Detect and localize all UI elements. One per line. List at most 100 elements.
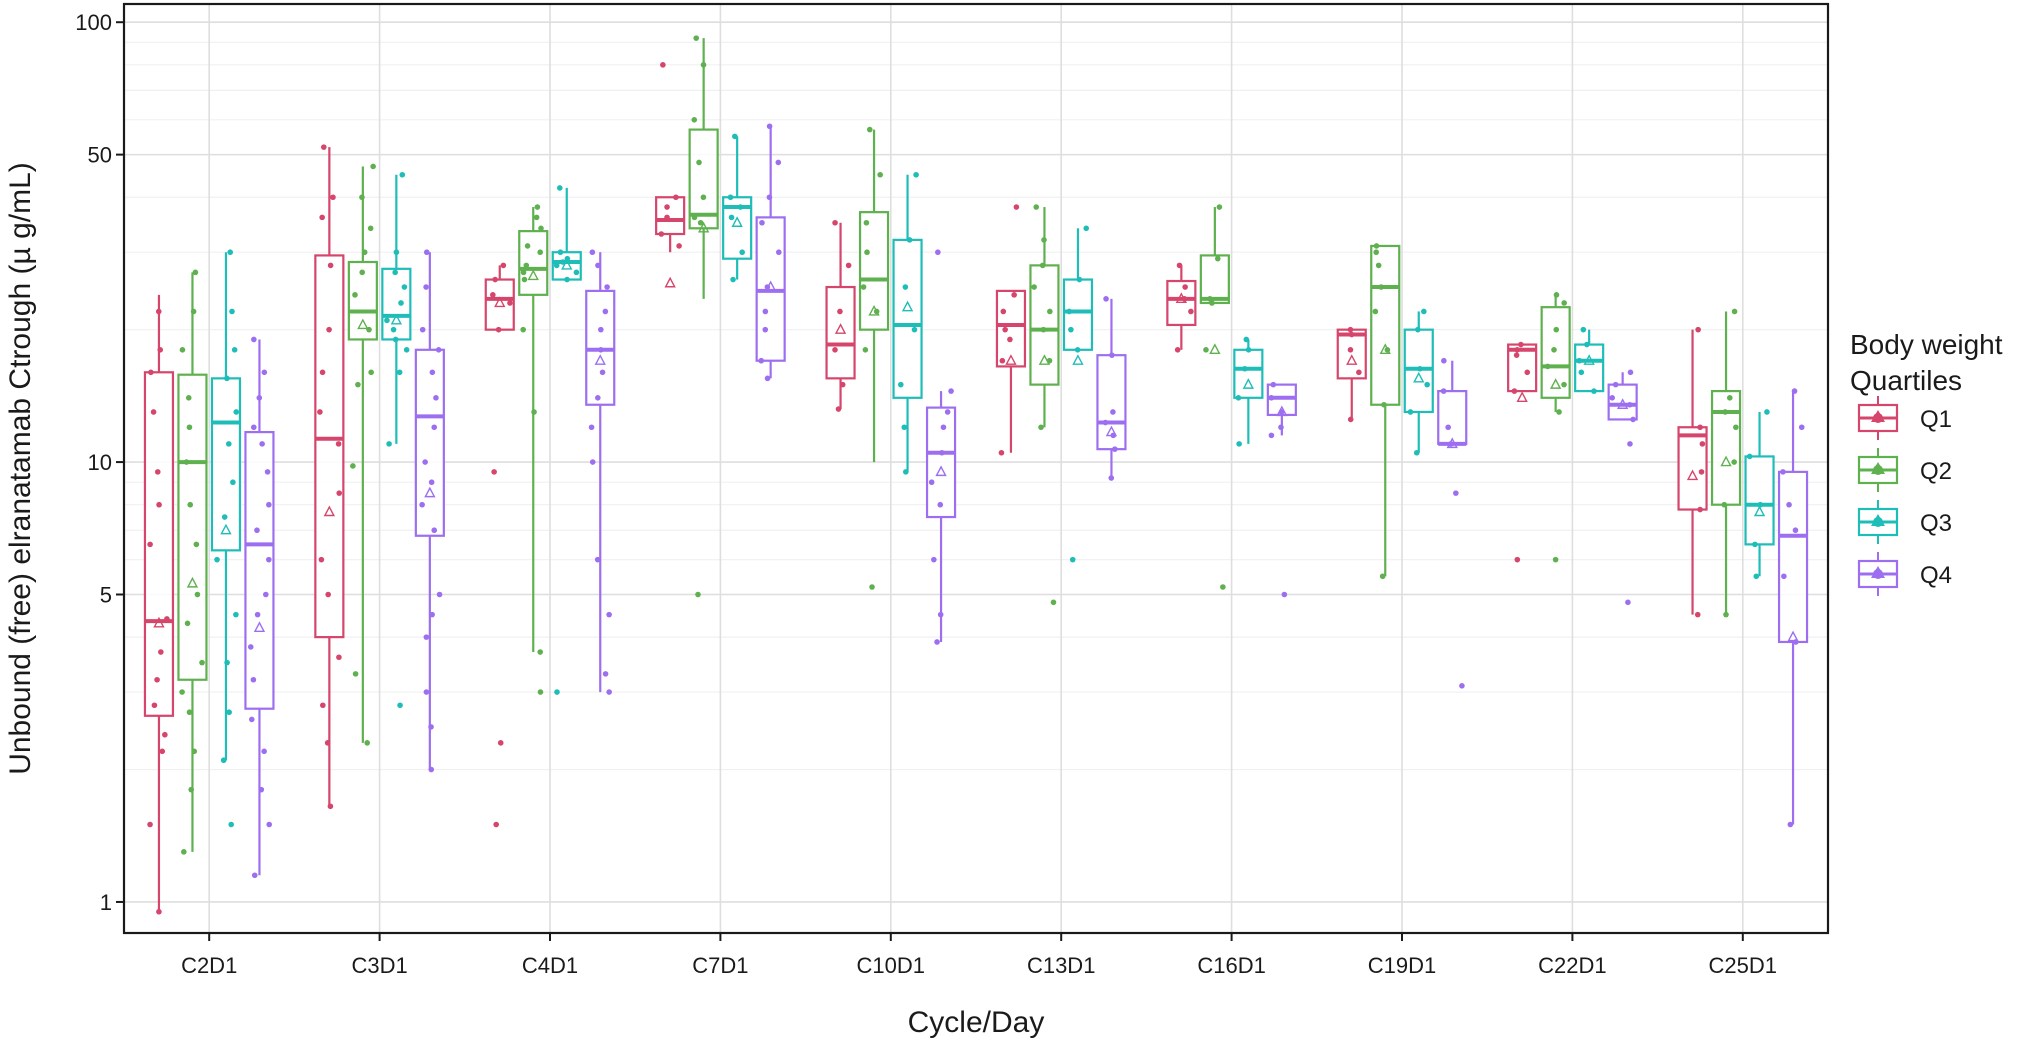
data-point <box>355 381 361 388</box>
data-point <box>186 424 193 431</box>
box-iqr <box>414 348 445 537</box>
data-point <box>1068 326 1074 333</box>
data-point <box>229 308 235 315</box>
data-point <box>1786 501 1792 508</box>
data-point <box>266 821 273 828</box>
box-q4-c10d1 <box>925 249 957 645</box>
data-point <box>1792 527 1799 534</box>
mean-marker <box>323 505 336 517</box>
data-point <box>1752 541 1758 548</box>
y-axis-title: Unbound (free) elranatamab Ctrough (µ g/… <box>4 162 37 775</box>
data-point <box>250 424 257 431</box>
data-point <box>179 346 186 353</box>
data-point <box>1076 276 1083 283</box>
mean-marker <box>901 300 914 312</box>
data-point <box>940 424 947 431</box>
data-point <box>1050 599 1057 606</box>
data-point <box>673 194 679 201</box>
data-point <box>1013 204 1020 210</box>
data-point <box>1112 446 1118 452</box>
box-q4-c7d1 <box>755 123 786 382</box>
box-q3-c16d1 <box>1233 336 1264 447</box>
data-point <box>1453 490 1459 496</box>
data-point <box>220 757 227 764</box>
data-point <box>553 262 560 269</box>
data-point <box>423 689 430 695</box>
data-point <box>500 262 507 269</box>
box-q1-c4d1 <box>484 262 515 828</box>
data-point <box>599 369 606 376</box>
data-point <box>1203 346 1209 353</box>
data-point <box>660 62 666 68</box>
data-point <box>422 459 428 465</box>
data-point <box>1270 381 1277 388</box>
box-iqr <box>1029 264 1060 386</box>
data-point <box>1552 556 1559 563</box>
data-point <box>264 469 271 475</box>
data-point <box>507 300 513 306</box>
box-iqr <box>1607 383 1638 421</box>
data-point <box>1746 453 1753 460</box>
data-point <box>397 702 403 709</box>
data-point <box>691 116 698 123</box>
box-iqr <box>244 430 275 710</box>
data-point <box>1556 409 1562 415</box>
data-point <box>254 611 261 618</box>
mean-marker <box>1549 378 1562 389</box>
y-tick-label: 50 <box>88 143 112 168</box>
data-point <box>364 740 370 746</box>
data-point <box>903 469 909 475</box>
data-point <box>1348 331 1355 338</box>
series-q2 <box>177 35 1742 855</box>
data-point <box>556 185 563 191</box>
box-iqr <box>1507 343 1538 393</box>
legend-key-q1 <box>1857 396 1899 440</box>
data-point <box>564 255 571 262</box>
data-point <box>1514 346 1520 353</box>
data-point <box>1627 441 1633 447</box>
mean-marker <box>1686 469 1699 481</box>
box-iqr <box>1062 278 1094 351</box>
data-point <box>1697 424 1703 431</box>
data-point <box>1372 308 1379 315</box>
data-point <box>534 204 541 210</box>
data-point <box>370 163 376 170</box>
mean-marker <box>1516 391 1528 403</box>
data-point <box>758 357 765 364</box>
box-iqr <box>1744 455 1775 546</box>
legend-key-q3 <box>1857 500 1899 544</box>
data-point <box>1407 409 1414 415</box>
data-point <box>1083 225 1090 232</box>
x-tick-label: C3D1 <box>351 953 407 978</box>
mean-marker <box>764 280 777 292</box>
data-point <box>1268 432 1275 439</box>
box-q1-c16d1 <box>1166 262 1197 353</box>
data-point <box>392 336 399 343</box>
mean-marker <box>220 523 232 535</box>
data-point <box>401 284 408 290</box>
data-point <box>1109 352 1115 358</box>
data-point <box>350 463 356 469</box>
data-point <box>326 326 332 333</box>
mean-marker <box>1720 455 1732 467</box>
data-point <box>1580 326 1587 333</box>
data-point <box>1176 262 1183 269</box>
data-point <box>1722 409 1728 415</box>
data-point <box>1216 204 1223 210</box>
series-q1 <box>143 62 1708 915</box>
data-point <box>226 709 232 716</box>
box-q2-c16d1 <box>1199 204 1230 590</box>
data-point <box>419 501 425 508</box>
series-q3 <box>210 133 1775 828</box>
box-q2-c13d1 <box>1029 204 1060 606</box>
data-point <box>1627 369 1634 376</box>
box-q2-c10d1 <box>858 126 890 590</box>
data-point <box>1002 326 1008 333</box>
data-point <box>1544 363 1551 370</box>
data-point <box>906 237 913 243</box>
data-point <box>588 424 595 431</box>
data-point <box>429 369 436 376</box>
mean-marker <box>834 323 847 334</box>
data-point <box>193 541 200 548</box>
